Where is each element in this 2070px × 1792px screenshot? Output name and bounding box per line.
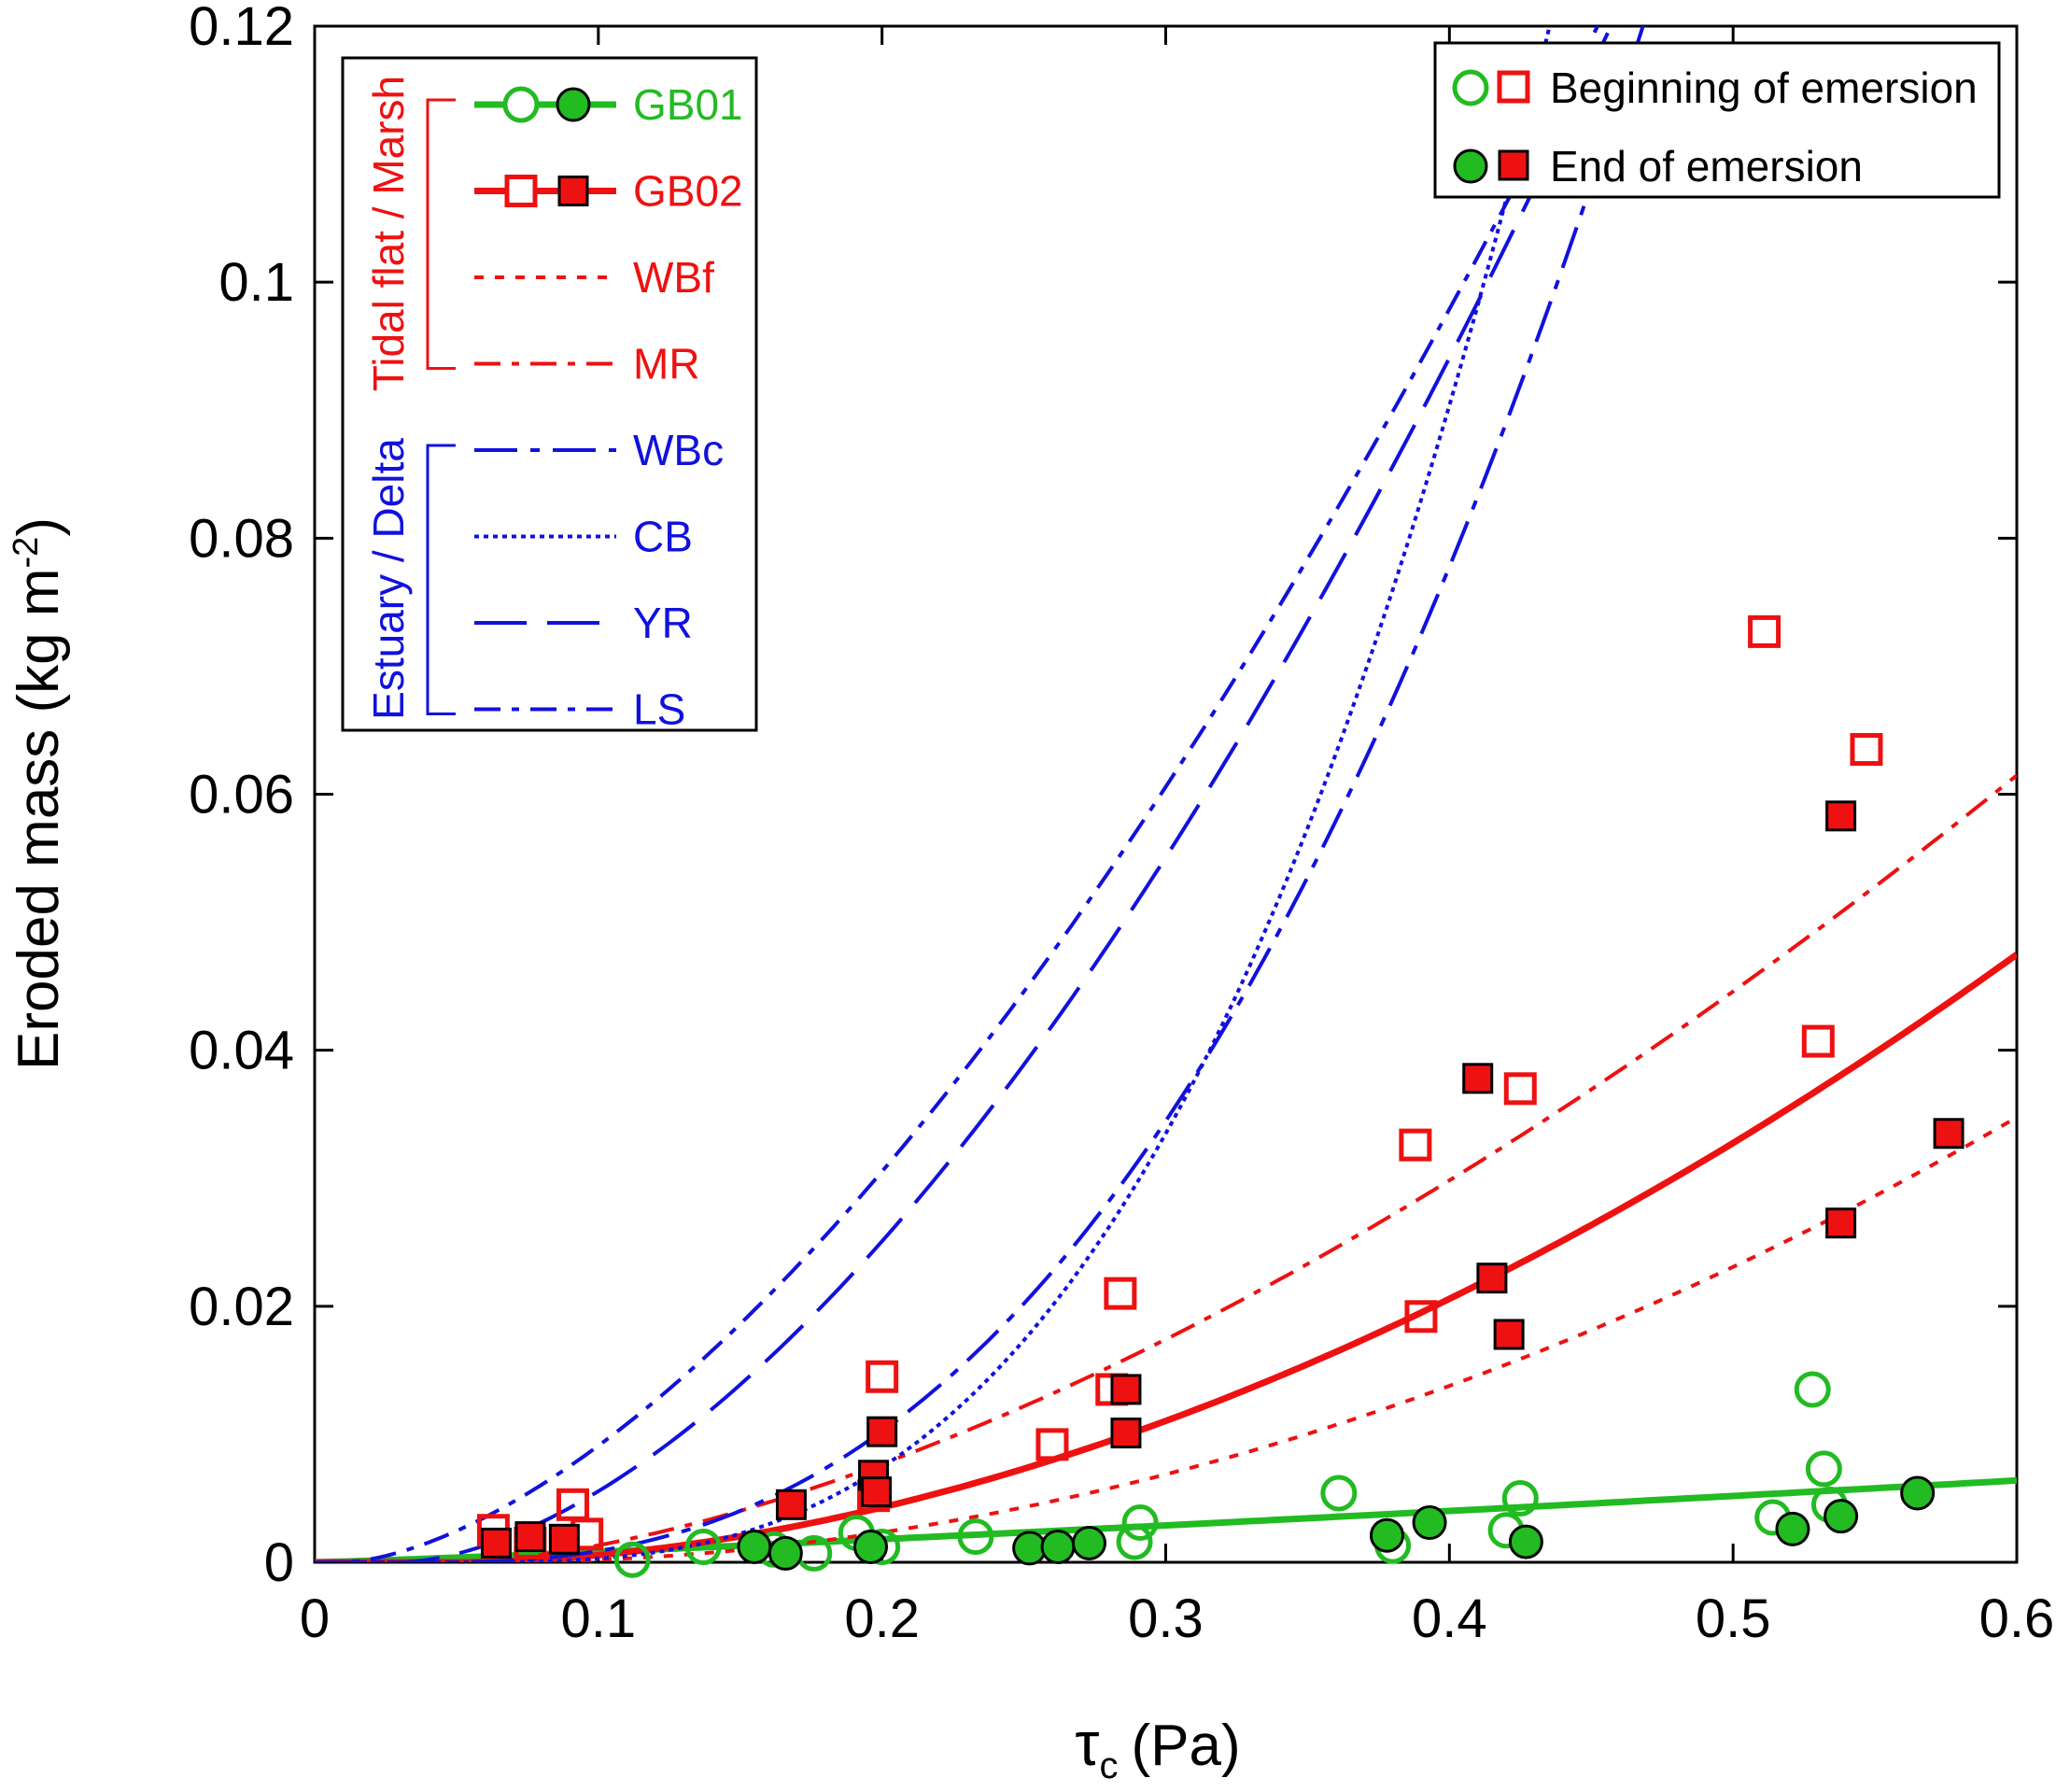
- point-circle: [853, 1530, 889, 1565]
- group-label-estuary: Estuary / Delta: [364, 438, 413, 720]
- x-tick-label: 0.3: [1128, 1588, 1204, 1649]
- x-tick-label: 0.5: [1696, 1588, 1771, 1649]
- point-circle: [737, 1530, 772, 1565]
- point-square: [775, 1489, 807, 1520]
- legend-label-yr: YR: [633, 599, 693, 647]
- point-square: [1825, 1207, 1857, 1239]
- legend-label-wbf: WBf: [633, 253, 714, 302]
- x-tick-label: 0: [300, 1588, 330, 1649]
- point-square: [1404, 1300, 1438, 1333]
- bracket-estuary: [426, 444, 456, 715]
- point-square: [861, 1476, 893, 1508]
- legend-filled-square: [1498, 149, 1529, 181]
- curve-gb02: [315, 952, 2017, 1562]
- y-tick-label: 0.02: [189, 1277, 294, 1337]
- x-tick-label: 0.1: [561, 1588, 637, 1649]
- legend-open-circle: [1452, 69, 1489, 106]
- point-square: [480, 1527, 512, 1559]
- legend-open-square: [1497, 70, 1530, 104]
- x-tick-label: 0.4: [1412, 1588, 1487, 1649]
- data-points: [476, 614, 1964, 1578]
- legend-filled-circle: [1453, 148, 1488, 184]
- point-square: [1850, 733, 1883, 767]
- fit-curves: [315, 26, 2017, 1562]
- point-circle: [684, 1529, 722, 1566]
- point-square: [1462, 1063, 1494, 1094]
- x-tick-label: 0.6: [1979, 1588, 2055, 1649]
- point-square: [1476, 1263, 1508, 1294]
- legend-label-cb: CB: [633, 513, 693, 561]
- point-square: [1104, 1277, 1137, 1310]
- x-axis-title: τc (Pa): [1075, 1709, 1240, 1786]
- legend-marker-filled: [557, 176, 589, 206]
- marker-legend-box: [1433, 41, 2001, 199]
- point-square: [1110, 1374, 1142, 1405]
- point-circle: [1369, 1517, 1404, 1553]
- point-circle: [957, 1518, 994, 1556]
- curve-cb: [315, 26, 1552, 1562]
- point-square: [1493, 1319, 1525, 1350]
- point-square: [1801, 1024, 1835, 1058]
- point-circle: [1071, 1525, 1106, 1560]
- legend-marker-filled: [556, 87, 591, 122]
- legend-label-wbc: WBc: [633, 426, 724, 474]
- y-tick-label: 0.06: [189, 765, 294, 825]
- marker-legend: Beginning of emersion End of emersion: [1433, 41, 2001, 199]
- bracket-tidal: [426, 98, 456, 370]
- point-square: [866, 1360, 899, 1393]
- point-circle: [613, 1541, 651, 1578]
- line-legend: Tidal flat / Marsh Estuary / Delta GB01 G…: [341, 56, 758, 734]
- group-label-tidal: Tidal flat / Marsh: [364, 76, 413, 391]
- point-circle: [1900, 1475, 1936, 1511]
- point-circle: [1012, 1531, 1048, 1566]
- y-tick-label: 0.04: [189, 1021, 294, 1081]
- point-square: [1110, 1418, 1142, 1449]
- legend-label-gb02: GB02: [633, 167, 743, 216]
- point-square: [1933, 1118, 1964, 1150]
- point-circle: [1320, 1475, 1358, 1512]
- legend-label-mr: MR: [633, 340, 700, 388]
- curve-mr: [315, 773, 2017, 1562]
- point-circle: [1501, 1479, 1539, 1517]
- point-square: [866, 1416, 898, 1447]
- legend-end-label: End of emersion: [1550, 142, 1863, 190]
- point-square: [1399, 1128, 1432, 1162]
- point-square: [1035, 1428, 1069, 1461]
- legend-marker-open: [502, 86, 540, 123]
- y-tick-label: 0.12: [189, 0, 294, 57]
- legend-label-ls: LS: [633, 685, 685, 734]
- point-circle: [1040, 1530, 1076, 1565]
- point-circle: [1805, 1450, 1842, 1488]
- x-tick-label: 0.2: [844, 1588, 920, 1649]
- line-legend-box: [341, 56, 758, 732]
- point-square: [1748, 614, 1781, 648]
- curve-yr: [315, 26, 1613, 1562]
- y-tick-label: 0.08: [189, 508, 294, 569]
- legend-marker-open: [504, 175, 538, 207]
- y-tick-label: 0: [264, 1532, 294, 1593]
- y-tick-label: 0.1: [218, 252, 294, 313]
- point-circle: [1794, 1371, 1831, 1408]
- point-square: [1825, 800, 1857, 832]
- point-circle: [1412, 1505, 1447, 1541]
- curve-ls: [315, 26, 1600, 1562]
- point-square: [548, 1523, 580, 1555]
- point-circle: [1508, 1524, 1543, 1559]
- y-axis-title: Eroded mass (kg m-2): [7, 517, 71, 1070]
- point-circle: [767, 1535, 803, 1571]
- point-circle: [1116, 1523, 1153, 1560]
- point-circle: [1121, 1504, 1159, 1542]
- legend-beginning-label: Beginning of emersion: [1550, 63, 1978, 112]
- legend-label-gb01: GB01: [633, 80, 743, 129]
- curve-wbf: [315, 1115, 2017, 1562]
- point-square: [1503, 1072, 1537, 1106]
- point-circle: [1824, 1499, 1859, 1534]
- point-circle: [1775, 1511, 1810, 1546]
- point-square: [514, 1521, 546, 1553]
- tick-labels: 0 0.1 0.2 0.3 0.4 0.5 0.6 0 0.02 0.04 0.06 0.08 0.1 0…: [189, 0, 2054, 1649]
